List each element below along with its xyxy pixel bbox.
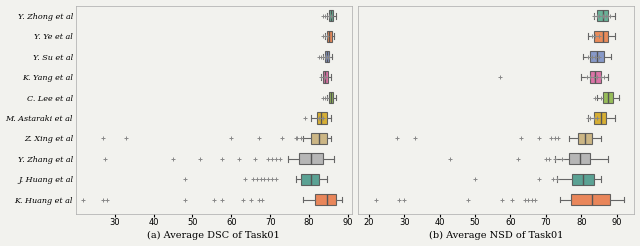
PathPatch shape (311, 133, 326, 144)
PathPatch shape (323, 71, 328, 83)
PathPatch shape (569, 153, 590, 164)
PathPatch shape (572, 174, 594, 185)
PathPatch shape (594, 112, 606, 123)
PathPatch shape (603, 92, 613, 103)
PathPatch shape (578, 133, 592, 144)
PathPatch shape (328, 92, 333, 103)
PathPatch shape (571, 194, 610, 205)
PathPatch shape (315, 194, 337, 205)
PathPatch shape (317, 112, 326, 123)
PathPatch shape (324, 51, 330, 62)
PathPatch shape (328, 10, 333, 21)
PathPatch shape (301, 174, 319, 185)
X-axis label: (b) Average NSD of Task01: (b) Average NSD of Task01 (429, 231, 563, 240)
PathPatch shape (590, 51, 604, 62)
PathPatch shape (594, 31, 608, 42)
PathPatch shape (590, 71, 601, 83)
PathPatch shape (597, 10, 608, 21)
X-axis label: (a) Average DSC of Task01: (a) Average DSC of Task01 (147, 231, 280, 240)
PathPatch shape (300, 153, 323, 164)
PathPatch shape (326, 31, 332, 42)
